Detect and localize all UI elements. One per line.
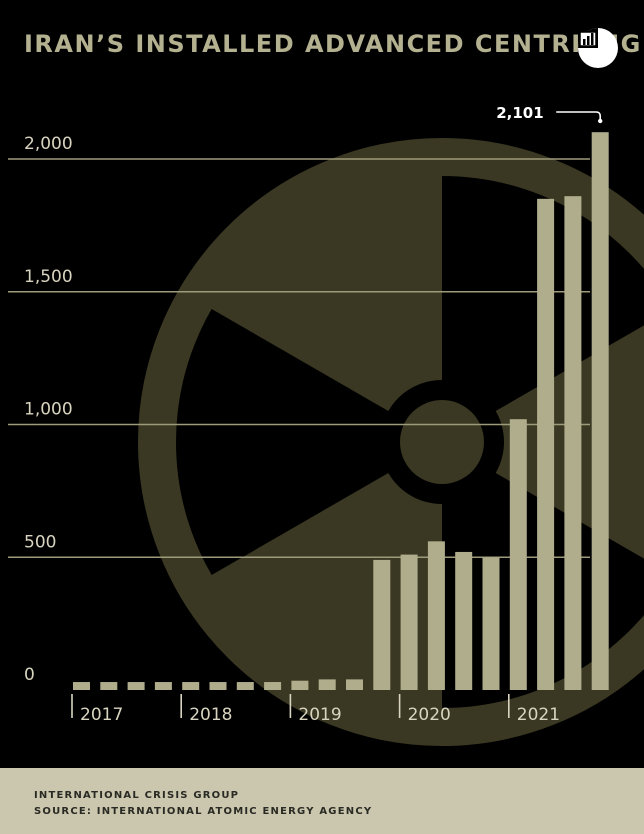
bar-3 bbox=[128, 682, 145, 690]
year-label-2018: 2018 bbox=[189, 705, 232, 725]
bar-4 bbox=[155, 682, 172, 690]
bar-10 bbox=[319, 679, 336, 690]
bar-20 bbox=[592, 132, 609, 690]
watermark-center bbox=[400, 400, 484, 484]
bar-8 bbox=[264, 682, 281, 690]
y-tick-label: 1,000 bbox=[24, 400, 73, 420]
year-label-2021: 2021 bbox=[517, 705, 560, 725]
year-label-2020: 2020 bbox=[408, 705, 451, 725]
year-label-2019: 2019 bbox=[298, 705, 341, 725]
bar-16 bbox=[483, 557, 500, 690]
footer-credit: INTERNATIONAL CRISIS GROUP bbox=[34, 790, 239, 801]
bar-15 bbox=[455, 552, 472, 690]
bar-6 bbox=[210, 682, 227, 690]
bar-9 bbox=[291, 681, 308, 690]
bar-11 bbox=[346, 679, 363, 690]
chart-title: IRAN’S INSTALLED ADVANCED CENTRIFUGES bbox=[24, 30, 644, 58]
annotation-dot bbox=[598, 119, 602, 123]
bar-5 bbox=[182, 682, 199, 690]
peak-value-label: 2,101 bbox=[496, 104, 543, 122]
y-tick-label: 2,000 bbox=[24, 134, 73, 154]
y-tick-label: 1,500 bbox=[24, 267, 73, 287]
chart-pie-logo-icon bbox=[572, 22, 622, 72]
y-tick-label: 0 bbox=[24, 665, 35, 685]
y-tick-label: 500 bbox=[24, 532, 56, 552]
annotation-leader bbox=[556, 112, 600, 120]
bar-2 bbox=[100, 682, 117, 690]
bar-19 bbox=[564, 196, 581, 690]
footer-source: SOURCE: INTERNATIONAL ATOMIC ENERGY AGEN… bbox=[34, 806, 372, 817]
bar-1 bbox=[73, 682, 90, 690]
bar-14 bbox=[428, 541, 445, 690]
bar-12 bbox=[373, 560, 390, 690]
bar-17 bbox=[510, 419, 527, 690]
bar-7 bbox=[237, 682, 254, 690]
y-axis-labels: 0 500 1,000 1,500 2,000 bbox=[24, 134, 73, 685]
bar-18 bbox=[537, 199, 554, 690]
year-label-2017: 2017 bbox=[80, 705, 123, 725]
footer: INTERNATIONAL CRISIS GROUP SOURCE: INTER… bbox=[0, 768, 644, 834]
bar-13 bbox=[401, 555, 418, 690]
annotation: 2,101 bbox=[496, 104, 602, 123]
